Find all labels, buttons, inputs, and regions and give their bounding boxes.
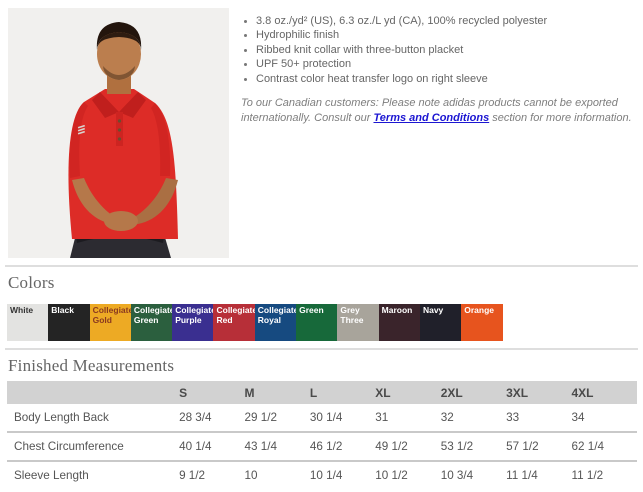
measurement-value: 32 [440, 411, 454, 424]
product-overview: 3.8 oz./yd² (US), 6.3 oz./L yd (CA), 100… [0, 0, 643, 258]
colors-section-title: Colors [8, 273, 55, 292]
feature-item: 3.8 oz./yd² (US), 6.3 oz./L yd (CA), 100… [256, 14, 633, 28]
measurements-body: Body Length Back 28 3/4 29 1/2 30 1/4 31 32 3… [7, 404, 637, 489]
measurement-row: Sleeve Length 9 1/2 10 10 1/4 10 1/2 10 3/4 1… [7, 460, 637, 489]
measurements-table: S M L XL 2XL 3XL 4XL Body Length Back 28 3/4 29… [7, 381, 637, 489]
measurement-value: 40 1/4 [179, 431, 245, 461]
feature-item: Contrast color heat transfer logo on rig… [256, 72, 633, 86]
product-info: 3.8 oz./yd² (US), 6.3 oz./L yd (CA), 100… [229, 0, 643, 258]
measurement-value: 11 1/4 [506, 460, 572, 489]
measurement-value: 49 1/2 [375, 431, 441, 461]
measurement-value: 29 1/2 [244, 411, 277, 424]
color-swatch-label: Collegiate Royal [257, 305, 297, 325]
color-swatch[interactable]: Orange [461, 304, 503, 341]
color-swatch-label: Collegiate Purple [175, 305, 214, 325]
measurement-value: 31 [375, 411, 389, 424]
size-column-header: 4XL [571, 381, 637, 404]
measurement-row-label: Body Length Back [14, 411, 109, 424]
measurement-value: 43 1/4 [244, 431, 310, 461]
color-swatch[interactable]: Collegiate Purple [172, 304, 214, 341]
measurement-value: 33 [506, 411, 520, 424]
color-swatch-label: Collegiate Green [133, 305, 173, 325]
measurement-value: 9 1/2 [179, 460, 245, 489]
size-column-header: 2XL [440, 381, 507, 404]
feature-item: Ribbed knit collar with three-button pla… [256, 43, 633, 57]
measurement-value: 57 1/2 [506, 431, 572, 461]
measurement-value: 10 1/4 [309, 460, 376, 489]
measurement-value: 46 1/2 [309, 431, 376, 461]
measurement-row: Chest Circumference 40 1/4 43 1/4 46 1/2 49… [7, 431, 637, 461]
product-photo[interactable] [8, 8, 229, 258]
color-swatch[interactable]: Collegiate Gold [89, 304, 131, 341]
color-swatch[interactable]: Green [296, 304, 338, 341]
measurement-row-label: Chest Circumference [7, 431, 180, 461]
measurement-value: 11 1/2 [571, 460, 637, 489]
feature-item: Hydrophilic finish [256, 28, 633, 42]
color-swatch-row: White Black Collegiate Gold Collegiate G… [7, 304, 643, 341]
color-swatch-label: White [10, 305, 34, 315]
color-swatch-label: Navy [422, 305, 444, 315]
color-swatch[interactable]: Collegiate Red [213, 304, 255, 341]
size-column-header: S [179, 381, 245, 404]
color-swatch-label: Grey Three [340, 305, 364, 325]
color-swatch[interactable]: White [7, 304, 49, 341]
color-swatch[interactable]: Black [48, 304, 90, 341]
measurement-value: 10 3/4 [440, 460, 507, 489]
color-swatch-label: Green [299, 305, 324, 315]
canadian-note-after: section for more information. [489, 112, 632, 125]
color-swatch[interactable]: Collegiate Green [130, 304, 173, 341]
color-swatch[interactable]: Grey Three [337, 304, 379, 341]
color-swatch-label: Collegiate Red [216, 305, 255, 325]
terms-and-conditions-link[interactable]: Terms and Conditions [373, 112, 490, 125]
canadian-note: To our Canadian customers: Please note a… [241, 96, 633, 126]
color-swatch[interactable]: Maroon [378, 304, 420, 341]
measurement-value: 53 1/2 [440, 431, 507, 461]
color-swatch-label: Maroon [381, 305, 413, 315]
measurement-value: 10 1/2 [375, 460, 441, 489]
size-header-row: S M L XL 2XL 3XL 4XL [7, 381, 637, 404]
size-column-header: L [309, 381, 376, 404]
section-divider [5, 348, 638, 350]
color-swatch-label: Orange [464, 305, 495, 315]
color-swatch[interactable]: Collegiate Royal [254, 304, 297, 341]
measurement-value: 28 3/4 [179, 411, 212, 424]
measurement-row: Body Length Back 28 3/4 29 1/2 30 1/4 31 32 3… [7, 404, 637, 432]
color-swatch[interactable]: Navy [419, 304, 462, 341]
feature-list: 3.8 oz./yd² (US), 6.3 oz./L yd (CA), 100… [241, 14, 633, 86]
color-swatch-label: Black [51, 305, 74, 315]
measurement-value: 34 [571, 411, 585, 424]
feature-item: UPF 50+ protection [256, 57, 633, 71]
size-header-corner [7, 381, 180, 404]
canadian-note-before: To our Canadian customers: Please note a… [241, 97, 618, 125]
section-divider [5, 265, 638, 267]
product-photo-illustration [8, 8, 229, 258]
measurement-value: 30 1/4 [309, 411, 343, 424]
measurement-value: 62 1/4 [571, 431, 637, 461]
measurement-row-label: Sleeve Length [7, 460, 180, 489]
measurements-section-title: Finished Measurements [8, 356, 175, 375]
measurement-value: 10 [244, 460, 310, 489]
size-column-header: M [244, 381, 310, 404]
size-column-header: XL [375, 381, 441, 404]
size-column-header: 3XL [506, 381, 572, 404]
color-swatch-label: Collegiate Gold [92, 305, 131, 325]
